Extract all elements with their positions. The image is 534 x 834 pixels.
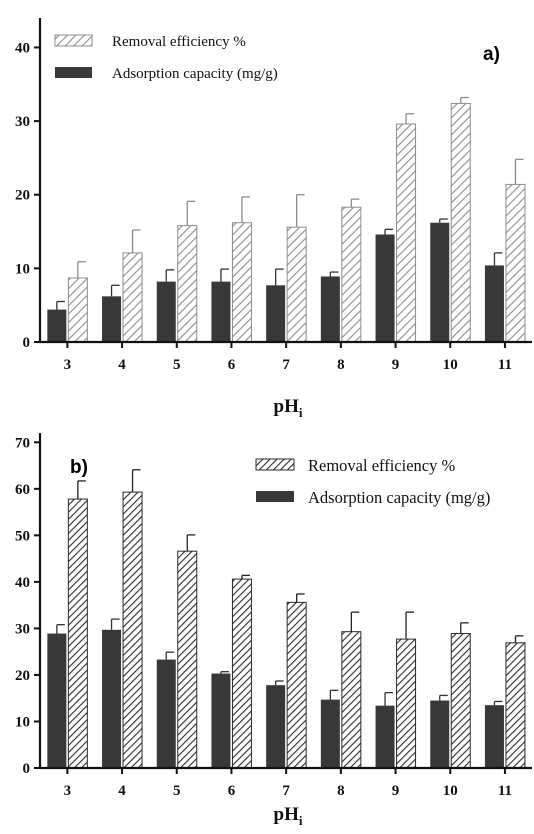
x-axis-title-main-a: pH xyxy=(274,396,300,417)
legend-swatch-adsorption-capacity-b xyxy=(256,491,294,502)
x-axis-title-subscript-b: i xyxy=(299,813,303,828)
bar-adsorption-capacity-b-11 xyxy=(484,705,504,768)
bar-removal-efficiency-b-10 xyxy=(450,633,471,769)
bar-removal-efficiency-a-7 xyxy=(286,226,307,343)
x-axis-title-subscript-a: i xyxy=(299,405,303,420)
bar-adsorption-capacity-a-3 xyxy=(47,309,67,342)
x-tick-label-a-11: 11 xyxy=(498,357,512,373)
bar-removal-efficiency-b-3 xyxy=(67,498,88,769)
x-tick-label-b-5: 5 xyxy=(173,783,181,799)
bar-adsorption-capacity-a-6 xyxy=(211,281,231,342)
bar-removal-efficiency-b-4 xyxy=(122,491,143,769)
y-tick-label-b-50: 50 xyxy=(15,528,30,544)
legend-label-removal-efficiency-b: Removal efficiency % xyxy=(308,456,455,475)
axes-a: 3 4 5 6 7 8 9 10 11 0 10 20 30 40 xyxy=(15,18,532,373)
chart-panel-b: 3 4 5 6 7 8 9 10 11 0 10 20 30 40 50 60 70 Removal effic… xyxy=(15,433,532,828)
x-axis-title-a: pHi xyxy=(274,396,303,420)
bars-group-b xyxy=(47,469,526,769)
x-tick-label-b-3: 3 xyxy=(64,783,72,799)
bar-removal-efficiency-b-9 xyxy=(396,638,417,769)
y-tick-label-b-70: 70 xyxy=(15,435,30,451)
bar-adsorption-capacity-a-7 xyxy=(266,285,286,342)
x-tick-label-a-5: 5 xyxy=(173,357,181,373)
x-tick-label-b-7: 7 xyxy=(282,783,290,799)
y-tick-label-b-10: 10 xyxy=(15,714,30,730)
y-tick-label-a-20: 20 xyxy=(15,188,30,204)
x-axis-title-b: pHi xyxy=(274,804,303,828)
bar-adsorption-capacity-b-7 xyxy=(266,685,286,768)
axes-b: 3 4 5 6 7 8 9 10 11 0 10 20 30 40 50 60 70 xyxy=(15,433,532,799)
x-tick-label-b-4: 4 xyxy=(118,783,126,799)
y-tick-label-b-40: 40 xyxy=(15,575,30,591)
bar-removal-efficiency-b-8 xyxy=(341,631,362,769)
x-tick-label-b-6: 6 xyxy=(228,783,236,799)
bar-adsorption-capacity-b-10 xyxy=(430,700,450,768)
legend-b: Removal efficiency % Adsorption capacity… xyxy=(255,456,490,507)
bar-removal-efficiency-a-6 xyxy=(231,222,252,343)
bar-removal-efficiency-a-10 xyxy=(450,102,471,343)
legend-a: Removal efficiency % Adsorption capacity… xyxy=(54,34,278,82)
y-tick-label-a-30: 30 xyxy=(15,114,30,130)
legend-label-removal-efficiency-a: Removal efficiency % xyxy=(112,34,246,50)
chart-panel-a: 3 4 5 6 7 8 9 10 11 0 10 20 30 40 Removal efficiency … xyxy=(15,18,532,420)
x-tick-label-b-10: 10 xyxy=(443,783,458,799)
x-tick-label-a-6: 6 xyxy=(228,357,236,373)
y-tick-label-a-40: 40 xyxy=(15,40,30,56)
x-tick-label-a-4: 4 xyxy=(118,357,126,373)
bar-removal-efficiency-a-8 xyxy=(341,206,362,343)
bar-adsorption-capacity-b-8 xyxy=(320,699,340,768)
y-tick-label-a-0: 0 xyxy=(23,335,31,351)
legend-swatch-adsorption-capacity-a xyxy=(55,67,92,78)
bar-removal-efficiency-a-9 xyxy=(396,123,417,343)
y-tick-label-b-0: 0 xyxy=(23,761,31,777)
bar-adsorption-capacity-a-8 xyxy=(320,276,340,342)
bar-removal-efficiency-b-7 xyxy=(286,601,307,769)
legend-label-adsorption-capacity-a: Adsorption capacity (mg/g) xyxy=(112,66,278,82)
bar-adsorption-capacity-a-11 xyxy=(484,265,504,342)
bar-adsorption-capacity-b-5 xyxy=(156,659,176,768)
y-tick-label-b-30: 30 xyxy=(15,621,30,637)
legend-swatch-removal-efficiency-b xyxy=(255,458,295,471)
y-tick-label-b-20: 20 xyxy=(15,668,30,684)
x-tick-label-a-10: 10 xyxy=(443,357,458,373)
legend-label-adsorption-capacity-b: Adsorption capacity (mg/g) xyxy=(308,488,490,507)
legend-swatch-removal-efficiency-a xyxy=(54,34,93,47)
bar-adsorption-capacity-a-5 xyxy=(156,281,176,342)
x-tick-label-a-3: 3 xyxy=(64,357,72,373)
x-tick-label-a-9: 9 xyxy=(392,357,400,373)
bar-removal-efficiency-a-11 xyxy=(505,183,526,343)
panel-label-b: b) xyxy=(70,457,88,478)
bar-removal-efficiency-a-3 xyxy=(67,277,88,343)
bar-adsorption-capacity-b-4 xyxy=(102,629,122,768)
x-tick-label-b-9: 9 xyxy=(392,783,400,799)
panel-label-a: a) xyxy=(483,44,500,65)
bar-adsorption-capacity-b-3 xyxy=(47,633,67,768)
bar-removal-efficiency-a-5 xyxy=(177,225,198,343)
bar-removal-efficiency-b-11 xyxy=(505,642,526,769)
bar-adsorption-capacity-b-6 xyxy=(211,673,231,768)
bar-adsorption-capacity-a-4 xyxy=(102,296,122,342)
bar-removal-efficiency-a-4 xyxy=(122,252,143,343)
x-tick-label-a-7: 7 xyxy=(282,357,290,373)
x-axis-title-main-b: pH xyxy=(274,804,300,825)
x-tick-label-a-8: 8 xyxy=(337,357,345,373)
bar-adsorption-capacity-a-10 xyxy=(430,222,450,342)
bars-group-a xyxy=(47,96,526,343)
bar-removal-efficiency-b-5 xyxy=(177,550,198,769)
bar-adsorption-capacity-a-9 xyxy=(375,234,395,342)
x-tick-label-b-8: 8 xyxy=(337,783,345,799)
y-tick-label-b-60: 60 xyxy=(15,482,30,498)
x-tick-label-b-11: 11 xyxy=(498,783,512,799)
bar-adsorption-capacity-b-9 xyxy=(375,705,395,768)
bar-removal-efficiency-b-6 xyxy=(231,578,252,769)
y-tick-label-a-10: 10 xyxy=(15,261,30,277)
